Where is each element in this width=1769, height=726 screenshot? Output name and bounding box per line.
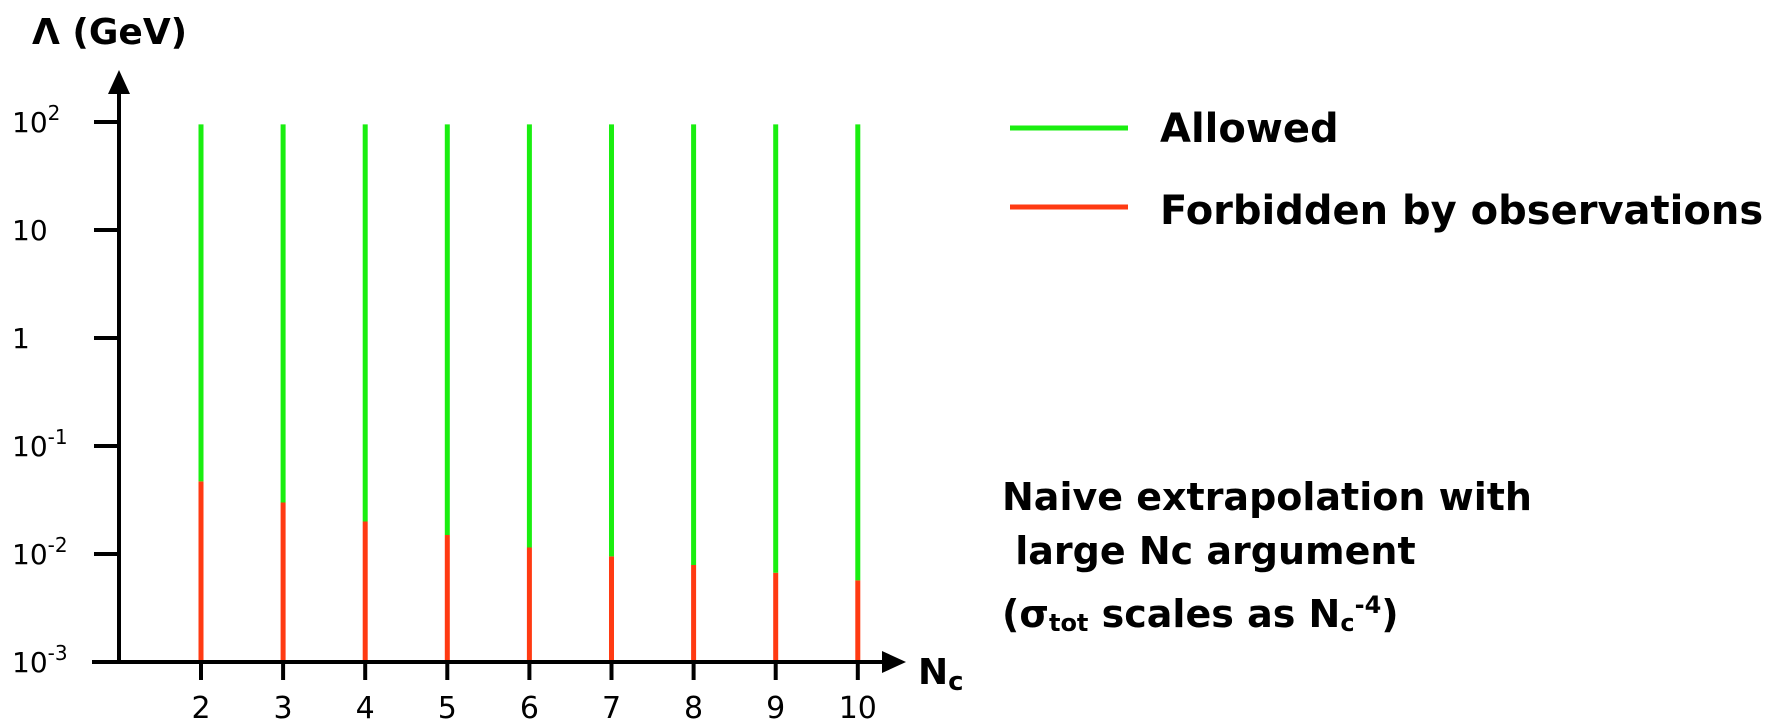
ticks-group: 10-3 10-2 10-1 1 10 102 2 3 4 5 6 7 8 9 10 [12,101,877,726]
x-axis-title: Nc [918,652,964,697]
axes-group [92,70,906,673]
annotation-line-1: Naive extrapolation with [1002,475,1532,519]
x-tick-label-3: 3 [274,691,293,726]
annotation-line-3-close: ) [1381,592,1399,636]
annotation-line-3-open: (σ [1002,592,1049,636]
x-tick-label-5: 5 [438,691,457,726]
annotation-line-3-mid: scales as N [1088,592,1341,636]
x-tick-label-6: 6 [520,691,539,726]
bars-group [198,124,861,662]
annotation-note: Naive extrapolation with large Nc argume… [1002,470,1532,650]
legend-label-allowed: Allowed [1160,106,1339,152]
x-axis-arrow [882,651,906,673]
x-axis-title-base: N [918,652,948,693]
y-tick-label-0.01: 10-2 [12,533,68,571]
legend-label-forbidden: Forbidden by observations [1160,188,1764,234]
y-tick-label-10: 10 [12,214,48,247]
y-tick-label-0.1: 10-1 [12,425,68,463]
x-tick-label-10: 10 [839,691,877,726]
x-tick-label-9: 9 [766,691,785,726]
y-tick-label-0.001: 10-3 [12,641,68,679]
y-axis-title: Λ (GeV) [32,12,187,53]
x-tick-label-8: 8 [684,691,703,726]
x-tick-label-2: 2 [191,691,210,726]
annotation-sup-exp: -4 [1354,591,1382,619]
x-tick-label-7: 7 [602,691,621,726]
y-tick-label-1: 1 [12,322,30,355]
y-tick-label-100: 102 [12,101,60,139]
annotation-sub-tot: tot [1048,609,1089,637]
annotation-line-2: large Nc argument [1002,529,1416,573]
y-axis-arrow [108,70,130,94]
x-axis-title-sub: c [948,667,963,697]
annotation-sub-c: c [1340,609,1355,637]
legend [1010,125,1128,210]
x-tick-label-4: 4 [356,691,375,726]
